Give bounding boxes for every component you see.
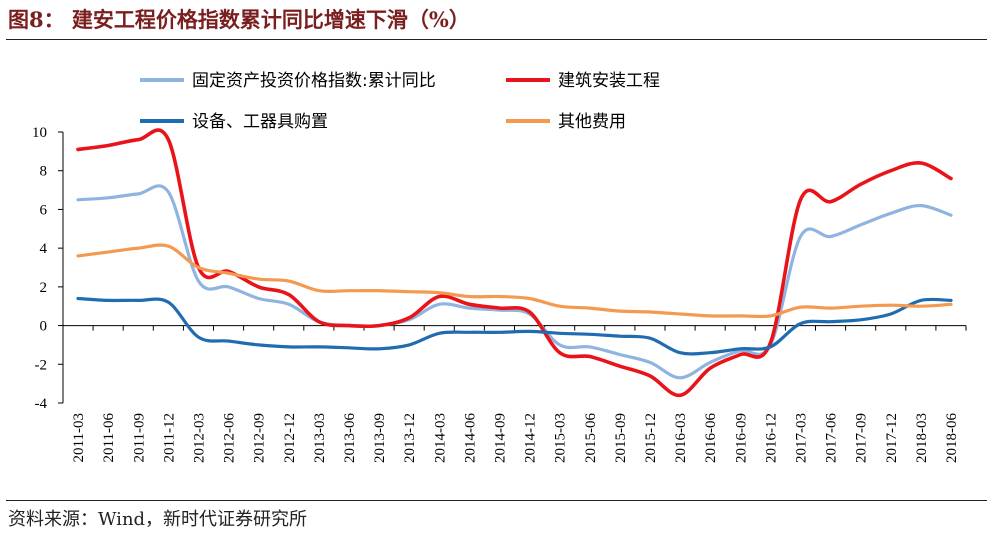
x-tick-label: 2012-09 <box>252 413 268 463</box>
x-tick-label: 2015-12 <box>643 413 659 463</box>
x-tick-label: 2018-03 <box>914 413 930 463</box>
x-tick-label: 2016-09 <box>733 413 749 463</box>
x-tick-label: 2013-06 <box>342 413 358 463</box>
x-tick-label: 2015-09 <box>613 413 629 463</box>
x-tick-label: 2013-09 <box>372 413 388 463</box>
x-tick-label: 2018-06 <box>944 413 960 463</box>
legend-other-costs: 其他费用 <box>506 112 626 132</box>
x-tick-label: 2012-03 <box>191 413 207 463</box>
y-tick-label: -2 <box>35 357 48 373</box>
x-tick-label: 2016-03 <box>673 413 689 463</box>
y-tick-label: 10 <box>32 125 47 141</box>
y-tick-label: -4 <box>35 396 48 412</box>
equipment-purchase-line <box>76 296 953 356</box>
x-tick-label: 2013-03 <box>312 413 328 463</box>
x-tick-label: 2014-09 <box>492 413 508 463</box>
y-tick-label: 8 <box>40 164 48 180</box>
x-tick-label: 2012-06 <box>222 413 238 463</box>
y-tick-label: 6 <box>40 202 48 218</box>
y-tick-label: 2 <box>40 280 48 296</box>
x-tick-label: 2017-12 <box>884 413 900 463</box>
other-costs-line <box>76 243 953 319</box>
chart-axes: -4 -2 0 2 4 6 8 10 2011-03 2011-06 2011-09 2011-12 2… <box>32 125 967 463</box>
legend-label: 其他费用 <box>558 112 626 132</box>
x-tick-label: 2011-12 <box>161 413 177 462</box>
figure-title: 图8： 建安工程价格指数累计同比增速下滑（%） <box>8 7 470 32</box>
chart-series <box>76 128 953 398</box>
x-tick-label: 2014-06 <box>462 413 478 463</box>
x-tick-label: 2016-12 <box>763 413 779 463</box>
construction-install-line <box>76 128 953 398</box>
x-tick-label: 2016-06 <box>703 413 719 463</box>
x-tick-label: 2011-06 <box>101 413 117 463</box>
x-tick-label: 2017-09 <box>854 413 870 463</box>
legend-equipment-purchase: 设备、工器具购置 <box>140 112 328 132</box>
legend-fixed-asset-price-index: 固定资产投资价格指数:累计同比 <box>140 71 436 91</box>
x-tick-label: 2015-03 <box>553 413 569 463</box>
source-divider <box>6 500 987 501</box>
x-tick-label: 2011-03 <box>71 413 87 462</box>
source-note: 资料来源：Wind，新时代证券研究所 <box>8 509 308 530</box>
x-tick-label: 2011-09 <box>131 413 147 462</box>
fixed-asset-price-index-line <box>76 184 953 380</box>
legend-label: 设备、工器具购置 <box>192 112 328 132</box>
legend-label: 建筑安装工程 <box>558 71 660 91</box>
x-tick-label: 2014-03 <box>432 413 448 463</box>
y-tick-label: 4 <box>40 241 48 257</box>
legend-construction-install: 建筑安装工程 <box>506 71 660 91</box>
title-divider <box>6 39 987 40</box>
x-tick-label: 2015-06 <box>583 413 599 463</box>
legend-label: 固定资产投资价格指数:累计同比 <box>192 71 436 91</box>
x-tick-label: 2014-12 <box>523 413 539 463</box>
x-tick-label: 2017-06 <box>824 413 840 463</box>
x-tick-label: 2013-12 <box>402 413 418 463</box>
x-tick-label: 2012-12 <box>282 413 298 463</box>
x-tick-label: 2017-03 <box>793 413 809 463</box>
y-tick-label: 0 <box>40 319 48 335</box>
